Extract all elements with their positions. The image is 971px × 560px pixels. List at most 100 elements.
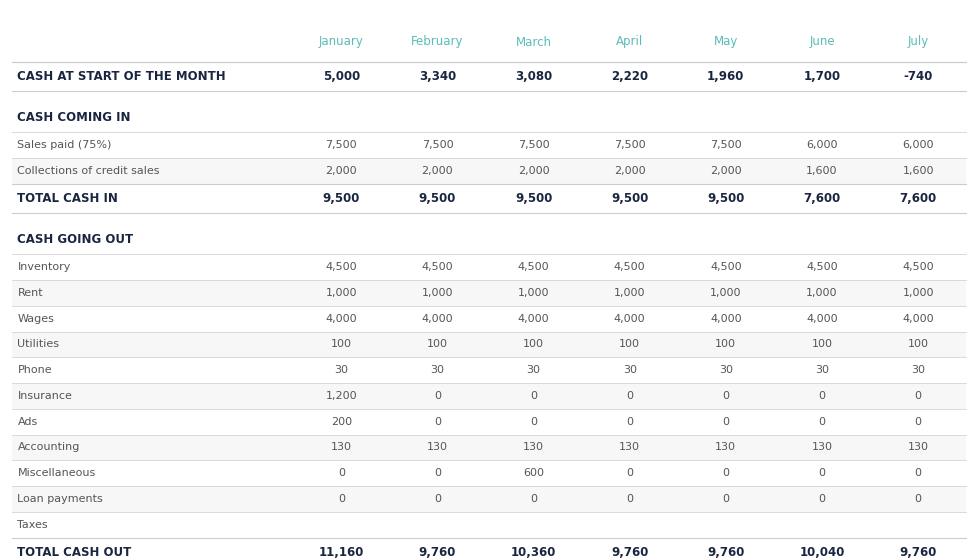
Text: 100: 100 — [523, 339, 544, 349]
Text: 200: 200 — [331, 417, 352, 427]
Text: 9,500: 9,500 — [515, 192, 552, 205]
Text: Ads: Ads — [17, 417, 38, 427]
Text: Miscellaneous: Miscellaneous — [17, 468, 96, 478]
Text: 9,760: 9,760 — [707, 545, 745, 559]
Text: 1,960: 1,960 — [707, 69, 745, 83]
Text: Taxes: Taxes — [17, 520, 49, 530]
Text: 2,220: 2,220 — [611, 69, 649, 83]
Text: July: July — [908, 35, 928, 49]
Text: Collections of credit sales: Collections of credit sales — [17, 166, 160, 176]
Bar — [12, 280, 966, 306]
Text: 3,340: 3,340 — [419, 69, 456, 83]
Text: 0: 0 — [626, 391, 633, 401]
Bar — [12, 409, 966, 435]
Text: 2,000: 2,000 — [518, 166, 550, 176]
Text: 30: 30 — [719, 365, 733, 375]
Text: 1,000: 1,000 — [806, 288, 838, 298]
Text: 130: 130 — [523, 442, 544, 452]
Text: 1,000: 1,000 — [902, 288, 934, 298]
Text: Inventory: Inventory — [17, 262, 71, 272]
Text: 7,600: 7,600 — [803, 192, 841, 205]
Text: March: March — [516, 35, 552, 49]
Text: Sales paid (75%): Sales paid (75%) — [17, 140, 112, 150]
Text: 4,500: 4,500 — [325, 262, 357, 272]
Text: 1,000: 1,000 — [518, 288, 550, 298]
Text: 100: 100 — [908, 339, 928, 349]
Text: 10,360: 10,360 — [511, 545, 556, 559]
Text: 9,500: 9,500 — [611, 192, 649, 205]
Text: 0: 0 — [434, 494, 441, 504]
Text: 7,500: 7,500 — [518, 140, 550, 150]
Text: 4,500: 4,500 — [902, 262, 934, 272]
Text: 0: 0 — [434, 391, 441, 401]
Text: 130: 130 — [331, 442, 352, 452]
Text: 4,500: 4,500 — [518, 262, 550, 272]
Text: Accounting: Accounting — [17, 442, 80, 452]
Text: 9,760: 9,760 — [899, 545, 937, 559]
Text: 4,500: 4,500 — [614, 262, 646, 272]
Bar — [12, 486, 966, 512]
Text: -740: -740 — [903, 69, 933, 83]
Text: 9,760: 9,760 — [611, 545, 649, 559]
Bar — [12, 512, 966, 538]
Text: 9,500: 9,500 — [419, 192, 456, 205]
Text: 100: 100 — [427, 339, 448, 349]
Text: 1,000: 1,000 — [325, 288, 357, 298]
Text: 0: 0 — [338, 494, 345, 504]
Text: 1,600: 1,600 — [806, 166, 838, 176]
Text: 600: 600 — [523, 468, 544, 478]
Bar — [12, 306, 966, 332]
Text: 1,000: 1,000 — [710, 288, 742, 298]
Text: 2,000: 2,000 — [325, 166, 357, 176]
Bar — [12, 357, 966, 383]
Text: 4,500: 4,500 — [710, 262, 742, 272]
Text: 10,040: 10,040 — [799, 545, 845, 559]
Text: 0: 0 — [722, 417, 729, 427]
Text: 1,000: 1,000 — [614, 288, 646, 298]
Text: 0: 0 — [819, 417, 825, 427]
Text: 7,600: 7,600 — [899, 192, 937, 205]
Text: 100: 100 — [812, 339, 832, 349]
Text: 100: 100 — [716, 339, 736, 349]
Text: 100: 100 — [331, 339, 352, 349]
Text: April: April — [616, 35, 644, 49]
Bar — [12, 158, 966, 184]
Text: January: January — [318, 35, 364, 49]
Text: 30: 30 — [334, 365, 349, 375]
Text: 0: 0 — [722, 494, 729, 504]
Text: 0: 0 — [626, 417, 633, 427]
Text: 4,000: 4,000 — [421, 314, 453, 324]
Text: 130: 130 — [427, 442, 448, 452]
Bar — [12, 132, 966, 158]
Text: 1,200: 1,200 — [325, 391, 357, 401]
Text: 0: 0 — [626, 468, 633, 478]
Text: 0: 0 — [434, 468, 441, 478]
Bar — [12, 332, 966, 357]
Text: 0: 0 — [915, 417, 921, 427]
Text: 4,000: 4,000 — [806, 314, 838, 324]
Bar — [12, 383, 966, 409]
Text: 9,500: 9,500 — [322, 192, 360, 205]
Text: 130: 130 — [812, 442, 832, 452]
Text: CASH AT START OF THE MONTH: CASH AT START OF THE MONTH — [17, 69, 226, 83]
Text: 1,000: 1,000 — [421, 288, 453, 298]
Text: Insurance: Insurance — [17, 391, 73, 401]
Text: 4,500: 4,500 — [806, 262, 838, 272]
Text: 30: 30 — [430, 365, 445, 375]
Text: 0: 0 — [722, 391, 729, 401]
Text: June: June — [809, 35, 835, 49]
Text: May: May — [714, 35, 738, 49]
Text: Loan payments: Loan payments — [17, 494, 103, 504]
Text: 1,600: 1,600 — [902, 166, 934, 176]
Text: 4,000: 4,000 — [902, 314, 934, 324]
Text: 0: 0 — [530, 494, 537, 504]
Text: 30: 30 — [911, 365, 925, 375]
Text: 5,000: 5,000 — [322, 69, 360, 83]
Text: 30: 30 — [622, 365, 637, 375]
Text: 2,000: 2,000 — [710, 166, 742, 176]
Text: 4,000: 4,000 — [614, 314, 646, 324]
Text: 11,160: 11,160 — [318, 545, 364, 559]
Text: 4,000: 4,000 — [518, 314, 550, 324]
Text: 1,700: 1,700 — [803, 69, 841, 83]
Text: 7,500: 7,500 — [614, 140, 646, 150]
